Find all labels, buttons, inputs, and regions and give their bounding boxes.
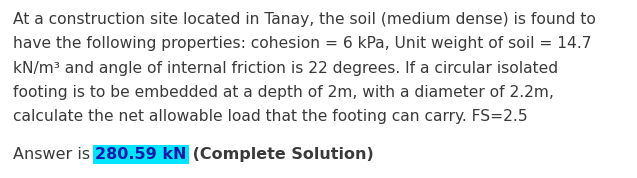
Text: calculate the net allowable load that the footing can carry. FS=2.5: calculate the net allowable load that th… bbox=[13, 109, 527, 124]
Text: footing is to be embedded at a depth of 2m, with a diameter of 2.2m,: footing is to be embedded at a depth of … bbox=[13, 85, 554, 100]
Text: At a construction site located in Tanay, the soil (medium dense) is found to: At a construction site located in Tanay,… bbox=[13, 12, 596, 27]
Text: Answer is: Answer is bbox=[13, 147, 96, 162]
Text: (Complete Solution): (Complete Solution) bbox=[187, 147, 373, 162]
Text: have the following properties: cohesion = 6 kPa, Unit weight of soil = 14.7: have the following properties: cohesion … bbox=[13, 36, 592, 51]
Text: kN/m³ and angle of internal friction is 22 degrees. If a circular isolated: kN/m³ and angle of internal friction is … bbox=[13, 61, 558, 76]
Text: 280.59 kN: 280.59 kN bbox=[96, 147, 187, 162]
